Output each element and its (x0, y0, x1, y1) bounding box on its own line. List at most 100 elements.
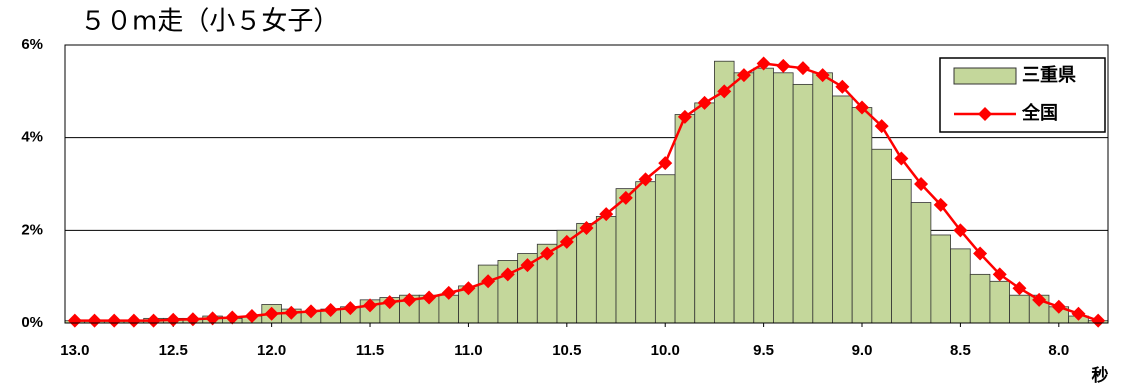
bar (576, 222, 597, 324)
line-marker (67, 313, 82, 328)
line-marker (205, 311, 220, 326)
x-tick-label: 10.5 (552, 342, 581, 359)
bar (969, 273, 991, 324)
line-marker (638, 172, 653, 187)
line-marker (87, 313, 102, 328)
x-tick-label: 12.5 (159, 342, 188, 359)
line-marker (363, 298, 378, 313)
x-tick-label: 9.5 (753, 342, 774, 359)
line-marker (166, 312, 181, 327)
line-marker (697, 95, 712, 110)
line-marker (264, 306, 279, 321)
x-tick-label: 10.0 (651, 342, 680, 359)
x-tick-label: 11.0 (454, 342, 482, 359)
x-tick-label: 8.0 (1048, 342, 1069, 359)
y-tick-label: 6% (21, 36, 43, 53)
line-marker (874, 119, 889, 134)
line-marker (441, 285, 456, 300)
line-marker (343, 301, 358, 316)
y-tick-label: 0% (21, 314, 43, 331)
line-marker (677, 109, 692, 124)
line-marker (579, 221, 594, 236)
bar (615, 188, 637, 324)
line-marker (736, 68, 751, 83)
line-marker (835, 79, 850, 94)
line-marker (559, 234, 574, 249)
line-marker (500, 267, 515, 282)
line-marker (382, 295, 397, 310)
line-marker (303, 304, 318, 319)
line-marker (402, 292, 417, 307)
bar (773, 72, 794, 324)
line-marker (599, 207, 614, 222)
line-marker (776, 58, 791, 73)
bar (595, 216, 617, 324)
line-marker (1032, 292, 1047, 307)
bar (753, 67, 774, 324)
bar (871, 148, 892, 324)
bar (1009, 294, 1030, 324)
line-marker (107, 313, 122, 328)
bar (891, 178, 912, 324)
line-marker (953, 223, 968, 238)
bar (733, 72, 755, 324)
line-marker (481, 274, 496, 289)
y-tick-label: 4% (21, 129, 43, 146)
line-marker (618, 190, 633, 205)
x-tick-label: 8.5 (950, 342, 971, 359)
line-marker (1091, 313, 1106, 328)
line-marker (520, 258, 535, 273)
bar (714, 60, 735, 324)
line-marker (855, 100, 870, 115)
legend-swatch (953, 67, 1017, 85)
x-tick-label: 11.5 (356, 342, 384, 359)
bar (989, 280, 1011, 324)
x-tick-label: 13.0 (60, 342, 89, 359)
line-marker (284, 305, 299, 320)
bar (910, 202, 932, 324)
bar (851, 107, 873, 324)
line-marker (815, 68, 830, 83)
chart-title: ５０m走（小５女子） (80, 7, 339, 37)
line-marker (717, 84, 732, 99)
plot-frame (64, 44, 1109, 324)
line-marker (461, 281, 476, 296)
line-marker (225, 310, 240, 325)
line-marker (658, 156, 673, 171)
line-marker (244, 309, 259, 324)
y-tick-label: 2% (21, 221, 43, 238)
line-marker (185, 312, 200, 327)
bar (930, 234, 951, 324)
bar (950, 248, 971, 324)
line-marker (126, 313, 141, 328)
line-marker (973, 246, 988, 261)
line-marker (1012, 281, 1027, 296)
legend-label: 全国 (1021, 102, 1058, 124)
legend-label: 三重県 (1022, 64, 1076, 86)
bar (635, 181, 656, 324)
line-marker (756, 56, 771, 71)
line-marker (1071, 306, 1086, 321)
bar (792, 83, 814, 324)
x-tick-label: 12.0 (257, 342, 286, 359)
line-marker (914, 177, 929, 191)
line-marker (894, 151, 909, 166)
line-marker (540, 246, 555, 261)
legend-marker (978, 107, 992, 121)
line-marker (992, 267, 1007, 282)
bar (832, 95, 853, 324)
line-marker (323, 303, 338, 318)
bar (477, 264, 499, 324)
x-tick-label: 9.0 (852, 342, 873, 359)
bar (654, 174, 676, 324)
bar (812, 72, 833, 324)
line-marker (1051, 299, 1066, 314)
x-axis-label: 秒 (1092, 365, 1109, 386)
line-marker (422, 290, 437, 305)
bar (694, 102, 715, 324)
line-marker (146, 313, 161, 328)
line-marker (795, 61, 810, 76)
bar (674, 114, 696, 324)
line-marker (933, 197, 948, 212)
